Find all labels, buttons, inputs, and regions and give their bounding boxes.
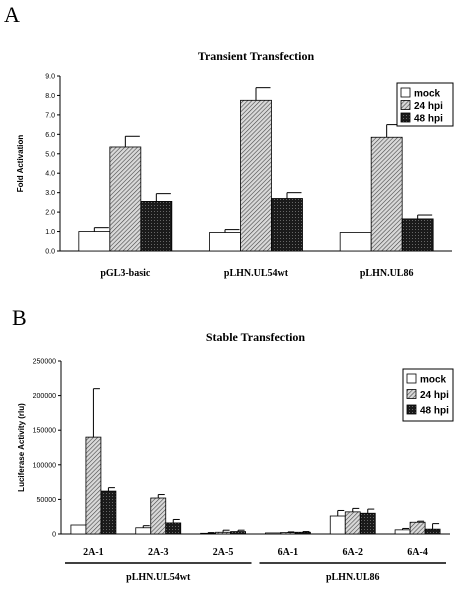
bar-2a-3-24-hpi <box>150 497 167 535</box>
legend-swatch <box>400 112 411 123</box>
legend-label: 48 hpi <box>414 114 443 125</box>
bar-plhn-ul86-24-hpi <box>370 136 403 252</box>
bar-6a-1-48-hpi <box>295 531 311 535</box>
y-tick-label: 7.0 <box>45 112 55 119</box>
y-tick-label: 200000 <box>33 393 56 400</box>
y-tick-label: 8.0 <box>45 93 55 100</box>
y-tick-label: 1.0 <box>45 229 55 236</box>
group-label: pLHN.UL54wt <box>126 572 191 583</box>
y-tick-label: 3.0 <box>45 190 55 197</box>
chart-title: Stable Transfection <box>206 330 306 344</box>
category-label: pLHN.UL54wt <box>224 268 289 279</box>
legend-swatch <box>400 87 411 98</box>
bar-2a-1-48-hpi <box>100 490 117 535</box>
bar-6a-2-mock <box>329 515 346 535</box>
legend-label: mock <box>420 375 447 386</box>
category-label: 2A-5 <box>213 547 234 558</box>
bar-plhn-ul86-mock <box>339 232 372 252</box>
panel-letter-b: B <box>12 305 27 330</box>
category-label: 2A-1 <box>83 547 104 558</box>
y-tick-label: 100000 <box>33 462 56 469</box>
y-tick-label: 250000 <box>33 359 56 366</box>
bar-6a-4-48-hpi <box>424 528 441 535</box>
bar-2a-1-mock <box>70 524 87 535</box>
y-tick-label: 5.0 <box>45 151 55 158</box>
bar-pgl3-basic-24-hpi <box>109 146 142 252</box>
legend-swatch <box>406 389 417 399</box>
legend: mock 24 hpi 48 hpi <box>402 368 454 422</box>
bar-2a-1-24-hpi <box>85 436 102 535</box>
bar-plhn-ul54wt-mock <box>209 232 241 252</box>
y-tick-label: 0 <box>52 532 56 539</box>
y-tick-label: 50000 <box>37 497 57 504</box>
y-tick-label: 6.0 <box>45 132 55 139</box>
category-label: 2A-3 <box>148 547 169 558</box>
bar-pgl3-basic-mock <box>78 231 111 252</box>
bar-pgl3-basic-48-hpi <box>140 201 173 252</box>
bar-6a-2-48-hpi <box>359 512 376 535</box>
bar-plhn-ul54wt-24-hpi <box>240 99 272 252</box>
y-axis-label: Fold Activation <box>16 135 25 193</box>
legend-swatch <box>400 100 411 110</box>
category-label: pLHN.UL86 <box>360 268 414 279</box>
y-tick-label: 150000 <box>33 428 56 435</box>
bar-6a-1-mock <box>265 532 281 535</box>
chart-title: Transient Transfection <box>198 49 315 63</box>
legend-label: 48 hpi <box>420 406 449 417</box>
chart-b-stable-transfection: Stable Transfection 0 50000 100000 150000 200… <box>17 330 454 583</box>
bar-2a-5-mock <box>200 532 216 535</box>
legend-label: mock <box>414 89 441 100</box>
group-label: pLHN.UL86 <box>326 572 380 583</box>
category-label: 6A-1 <box>278 547 299 558</box>
bar-6a-2-24-hpi <box>344 511 361 535</box>
panel-letter-a: A <box>4 2 20 27</box>
legend-label: 24 hpi <box>414 101 443 112</box>
y-tick-label: 0.0 <box>45 249 55 256</box>
bar-plhn-ul54wt-48-hpi <box>271 198 303 252</box>
legend-swatch <box>406 404 417 415</box>
y-tick-label: 2.0 <box>45 210 55 217</box>
bar-2a-5-48-hpi <box>230 531 246 535</box>
legend-swatch <box>406 373 417 384</box>
y-tick-label: 9.0 <box>45 74 55 81</box>
chart-a-transient-transfection: Transient Transfection 0.0 1.0 2.0 3.0 4.0 5.0… <box>16 49 454 279</box>
bar-2a-3-48-hpi <box>165 522 182 535</box>
bar-6a-4-mock <box>394 529 411 535</box>
legend-label: 24 hpi <box>420 390 449 401</box>
bar-6a-1-24-hpi <box>280 532 296 535</box>
category-label: 6A-2 <box>342 547 363 558</box>
bar-plhn-ul86-48-hpi <box>401 218 434 252</box>
y-tick-label: 4.0 <box>45 171 55 178</box>
bar-2a-3-mock <box>135 527 152 535</box>
y-axis-label: Luciferase Activity (rlu) <box>17 403 26 492</box>
bar-6a-4-24-hpi <box>409 521 426 535</box>
category-label: 6A-4 <box>407 547 428 558</box>
category-label: pGL3-basic <box>100 268 151 279</box>
bar-2a-5-24-hpi <box>215 531 231 535</box>
